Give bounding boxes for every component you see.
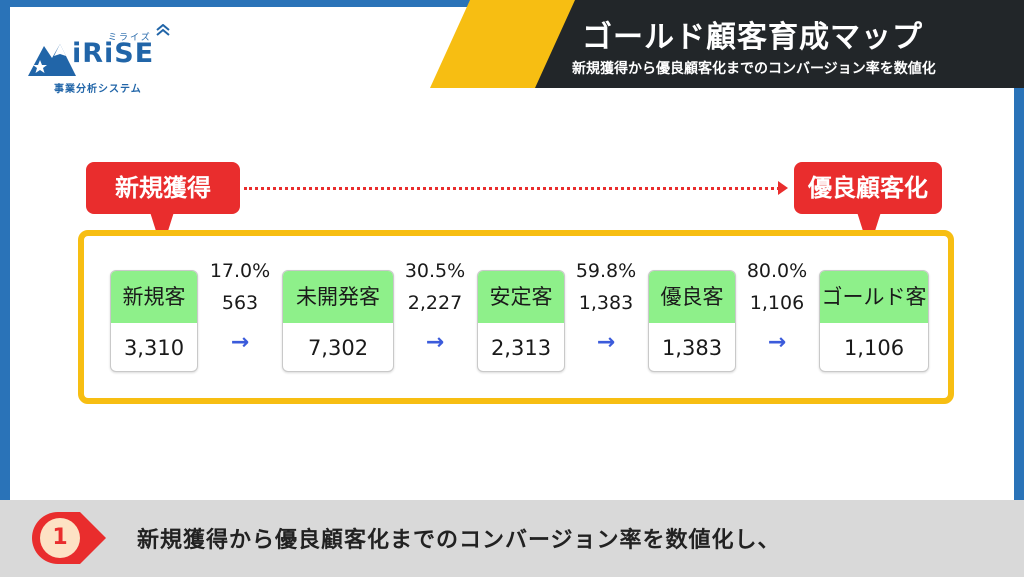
logo-brand: iRiSE bbox=[72, 38, 155, 69]
dotted-arrowhead-icon bbox=[778, 181, 788, 195]
stage-label: ゴールド客 bbox=[820, 271, 928, 323]
stage-card-stable: 安定客 2,313 bbox=[477, 270, 565, 372]
stage-label: 新規客 bbox=[111, 271, 197, 323]
conversion-rate: 30.5% bbox=[404, 260, 466, 282]
conversion-3: 59.8% 1,383 → bbox=[566, 258, 646, 356]
conversion-count: 1,383 bbox=[578, 292, 634, 314]
arrow-right-icon: → bbox=[767, 330, 787, 355]
conversion-2: 30.5% 2,227 → bbox=[395, 258, 475, 356]
stage-card-gold: ゴールド客 1,106 bbox=[819, 270, 929, 372]
step-badge-icon bbox=[32, 512, 106, 564]
right-border bbox=[1014, 0, 1024, 500]
mountain-logo-icon bbox=[28, 44, 76, 76]
conversion-4: 80.0% 1,106 → bbox=[737, 258, 817, 356]
stage-value: 1,383 bbox=[661, 336, 723, 360]
callout-end: 優良顧客化 bbox=[794, 162, 942, 214]
chevron-up-icon bbox=[156, 24, 170, 36]
conversion-rate: 59.8% bbox=[575, 260, 637, 282]
conversion-count: 1,106 bbox=[749, 292, 805, 314]
page-subtitle: 新規獲得から優良顧客化までのコンバージョン率を数値化 bbox=[572, 61, 936, 77]
left-border bbox=[0, 0, 10, 500]
arrow-right-icon: → bbox=[596, 330, 616, 355]
conversion-rate: 80.0% bbox=[746, 260, 808, 282]
arrow-right-icon: → bbox=[230, 330, 250, 355]
logo-caption: 事業分析システム bbox=[54, 84, 142, 95]
dotted-connector bbox=[244, 187, 780, 190]
stage-card-new: 新規客 3,310 bbox=[110, 270, 198, 372]
stage-value: 1,106 bbox=[843, 336, 905, 360]
stage-card-undeveloped: 未開発客 7,302 bbox=[282, 270, 394, 372]
footer-caption: 新規獲得から優良顧客化までのコンバージョン率を数値化し、 bbox=[137, 528, 781, 553]
step-number: 1 bbox=[52, 525, 68, 550]
stage-value: 7,302 bbox=[307, 336, 369, 360]
header-banner bbox=[535, 0, 1024, 88]
step-badge: 1 bbox=[30, 510, 110, 566]
stage-card-excellent: 優良客 1,383 bbox=[648, 270, 736, 372]
footer-bar bbox=[0, 500, 1024, 577]
arrow-right-icon: → bbox=[425, 330, 445, 355]
conversion-count: 563 bbox=[221, 292, 259, 314]
stage-label: 安定客 bbox=[478, 271, 564, 323]
stage-value: 2,313 bbox=[490, 336, 552, 360]
stage-label: 優良客 bbox=[649, 271, 735, 323]
callout-start: 新規獲得 bbox=[86, 162, 240, 214]
conversion-count: 2,227 bbox=[407, 292, 463, 314]
logo-ruby: ミライズ bbox=[108, 33, 152, 43]
conversion-1: 17.0% 563 → bbox=[200, 258, 280, 356]
stage-label: 未開発客 bbox=[283, 271, 393, 323]
page-title: ゴールド顧客育成マップ bbox=[582, 20, 923, 55]
conversion-rate: 17.0% bbox=[209, 260, 271, 282]
stage-value: 3,310 bbox=[123, 336, 185, 360]
